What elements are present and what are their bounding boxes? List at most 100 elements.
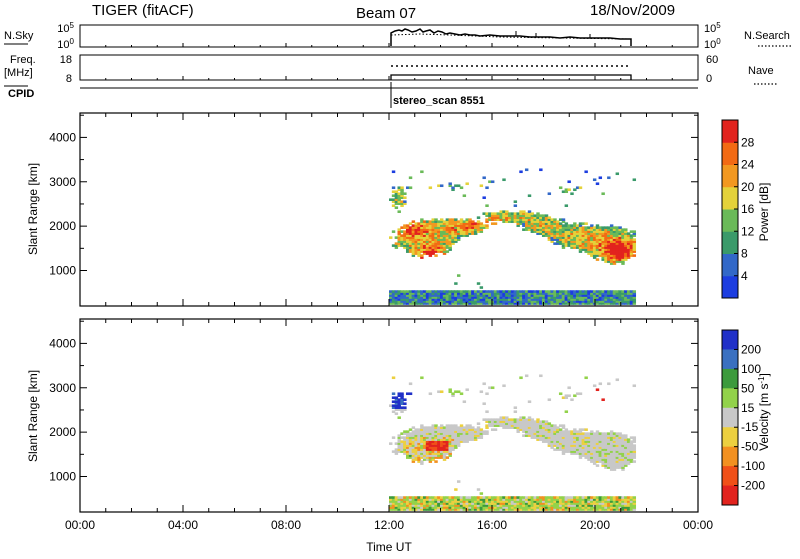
power-cell [621,234,625,237]
power-cell [414,302,418,305]
power-cell [618,296,622,299]
power-cell [428,296,433,299]
power-cell [442,300,447,303]
power-cell [493,290,498,293]
power-cell [598,254,603,257]
velocity-cell [621,458,625,461]
velocity-cell [587,444,591,447]
velocity-cell [632,436,637,439]
power-cell [414,244,418,247]
power-cell [414,248,418,251]
velocity-cell [408,506,413,509]
velocity-cell [408,438,413,441]
velocity-cell [558,392,563,396]
velocity-cell [522,496,526,499]
power-cell [405,230,410,233]
velocity-cell [581,502,586,505]
power-cell [578,248,583,251]
power-cell [575,238,580,241]
velocity-cell [561,396,566,400]
velocity-cell [431,458,435,461]
power-cell [547,228,552,231]
power-cell [524,214,529,217]
velocity-cell [448,446,452,449]
power-cell [454,290,458,293]
velocity-cell [598,508,603,511]
power-cell [414,226,418,229]
power-cell [445,230,450,233]
velocity-cell [581,442,586,445]
power-cell [626,242,631,245]
power-cell [567,298,571,301]
velocity-cell [468,438,472,441]
velocity-cell [471,430,475,433]
power-cell [459,234,464,237]
velocity-cell [488,424,492,427]
power-cell [397,300,401,303]
power-cell [612,262,617,265]
power-cell [612,256,617,259]
power-cell [417,252,421,255]
velocity-cell [561,508,566,511]
power-cell [448,228,452,231]
velocity-cell [468,428,472,431]
velocity-cell [567,496,571,499]
power-cell [485,224,489,227]
power-cell [621,228,625,231]
power-colorbar-segment [722,120,738,143]
velocity-cell [389,498,393,501]
velocity-cell [471,426,475,429]
power-cell [575,186,580,190]
velocity-cell [578,454,583,457]
velocity-cell [536,428,540,431]
velocity-cell [581,504,586,507]
velocity-cell [553,498,557,501]
power-cell [601,256,605,259]
power-cell [439,236,444,239]
velocity-cell [609,508,614,511]
power-cell [607,244,611,247]
velocity-cell [414,434,418,437]
power-cell [420,296,424,299]
velocity-cell [502,498,506,501]
power-cell [499,214,503,217]
power-cell [587,244,591,247]
power-cell [422,228,427,231]
velocity-cell [417,432,421,435]
velocity-cell [397,416,401,419]
power-cell [533,298,537,301]
velocity-cell [465,504,469,507]
power-cell [598,290,603,293]
velocity-cell [465,428,469,431]
velocity-cell [439,496,444,499]
velocity-cell [524,502,529,505]
power-colorbar-segment [722,164,738,188]
velocity-cell [505,506,509,509]
power-cell [578,230,583,233]
velocity-cell [448,444,452,447]
power-cell [584,226,588,229]
power-cell [561,228,566,231]
velocity-cell [417,430,421,433]
velocity-cell [485,508,489,511]
velocity-cell [561,440,566,443]
velocity-cell [539,428,543,431]
velocity-cell [601,446,605,449]
power-cell [422,226,427,229]
power-cell [615,246,620,249]
velocity-cell [476,504,481,507]
velocity-cell [601,432,605,435]
power-cell [626,302,631,305]
power-cell [391,200,396,204]
power-cell [476,294,481,297]
power-cell [428,234,433,237]
velocity-cell [448,388,452,392]
velocity-cell [558,500,563,503]
nave-label: Nave [748,65,774,77]
velocity-cell [592,456,597,459]
power-cell [405,244,410,247]
velocity-cell [615,498,620,501]
power-cell [584,170,588,174]
power-cell [434,238,438,241]
